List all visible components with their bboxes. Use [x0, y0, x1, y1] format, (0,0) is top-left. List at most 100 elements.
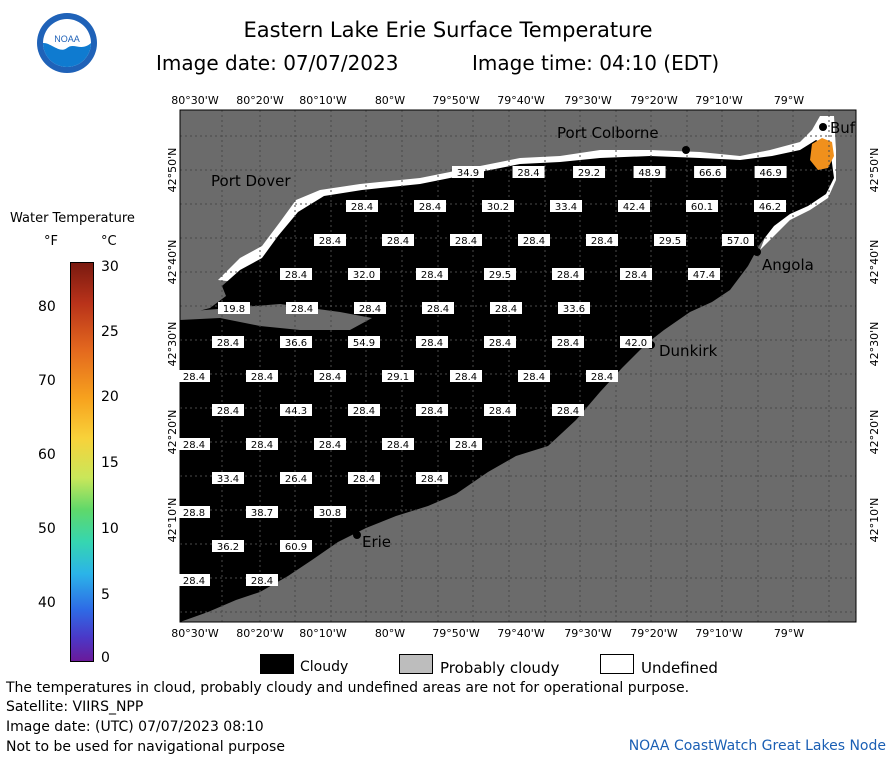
temperature-value-text: 28.4 [251, 372, 273, 383]
temperature-value-text: 28.4 [591, 372, 613, 383]
temperature-value: 28.4 [416, 472, 448, 485]
f-tick: 50 [38, 521, 56, 537]
lon-label: 80°W [375, 94, 405, 107]
probably-cloudy-swatch [399, 654, 433, 674]
temperature-value: 36.2 [212, 540, 244, 553]
temperature-value: 42.0 [620, 336, 652, 349]
temperature-value: 28.4 [286, 302, 318, 315]
temperature-value-text: 66.6 [699, 168, 721, 179]
temperature-value-text: 28.8 [183, 508, 205, 519]
temperature-value-text: 28.4 [591, 236, 613, 247]
temperature-value-text: 46.2 [759, 202, 781, 213]
temperature-value: 29.2 [573, 166, 606, 179]
lon-label: 79°10'W [695, 627, 743, 640]
noaa-logo-text: NOAA [54, 34, 80, 44]
cloudy-area [180, 140, 834, 622]
temperature-value-text: 28.4 [557, 338, 579, 349]
temperature-value-text: 32.0 [353, 270, 375, 281]
f-tick: 60 [38, 447, 56, 463]
temperature-value: 30.2 [482, 200, 514, 213]
temperature-value-text: 28.4 [455, 440, 477, 451]
temperature-value: 32.0 [348, 268, 380, 281]
temperature-value: 46.2 [754, 200, 786, 213]
temperature-value: 28.4 [484, 404, 516, 417]
lat-label: 42°10'N [868, 498, 881, 543]
temperature-value: 28.4 [246, 370, 278, 383]
probably-cloudy-label: Probably cloudy [440, 659, 560, 677]
lon-label: 79°40'W [497, 94, 545, 107]
temperature-value: 42.4 [618, 200, 650, 213]
temperature-value-text: 28.4 [523, 236, 545, 247]
temperature-value: 28.4 [620, 268, 652, 281]
temperature-labels: 34.9 28.4 29.2 48.9 66.6 46.9 28.4 28.4 30.2 33.4… [178, 166, 787, 587]
temperature-value-text: 28.4 [319, 440, 341, 451]
temperature-value: 54.9 [348, 336, 380, 349]
temperature-value-text: 47.4 [693, 270, 715, 281]
temperature-value-text: 28.4 [495, 304, 517, 315]
temperature-value: 36.6 [280, 336, 312, 349]
temperature-value-text: 28.4 [455, 236, 477, 247]
lon-label: 80°30'W [171, 94, 219, 107]
lon-label: 80°10'W [299, 627, 347, 640]
temperature-value: 44.3 [280, 404, 312, 417]
temperature-value: 28.4 [450, 234, 482, 247]
lat-label: 42°40'N [868, 240, 881, 285]
temperature-value-text: 28.4 [217, 406, 239, 417]
legend-unit-f: °F [44, 234, 58, 249]
temperature-value-text: 28.4 [353, 474, 375, 485]
temperature-value: 28.4 [586, 370, 618, 383]
temperature-value: 28.4 [346, 200, 378, 213]
place-dunkirk: Dunkirk [659, 342, 718, 360]
legend-title: Water Temperature [10, 211, 135, 226]
temperature-value-text: 46.9 [759, 168, 781, 179]
temperature-value: 66.6 [694, 166, 727, 179]
temperature-value-text: 36.2 [217, 542, 239, 553]
temperature-value-text: 28.4 [183, 372, 205, 383]
temperature-value-text: 28.4 [517, 168, 539, 179]
temperature-value: 28.4 [552, 336, 584, 349]
temperature-value-text: 28.4 [353, 406, 375, 417]
temperature-value-text: 29.1 [387, 372, 409, 383]
lon-label: 80°10'W [299, 94, 347, 107]
temperature-value: 28.4 [280, 268, 312, 281]
temperature-value: 28.4 [348, 472, 380, 485]
temperature-value: 28.4 [422, 302, 454, 315]
temperature-value: 28.4 [178, 438, 210, 451]
temperature-colorbar [70, 262, 94, 662]
lat-label: 42°30'N [868, 322, 881, 367]
temperature-value: 29.1 [382, 370, 414, 383]
temperature-value-text: 36.6 [285, 338, 307, 349]
temperature-value-text: 28.4 [387, 236, 409, 247]
c-tick: 20 [101, 389, 119, 405]
temperature-value-text: 60.1 [691, 202, 713, 213]
temperature-value: 28.4 [212, 404, 244, 417]
lat-label: 42°20'N [166, 410, 179, 455]
temperature-value-text: 26.4 [285, 474, 307, 485]
lat-label: 42°30'N [166, 322, 179, 367]
temperature-value-text: 48.9 [638, 168, 660, 179]
temperature-value-text: 28.4 [427, 304, 449, 315]
c-tick: 10 [101, 521, 119, 537]
credit-line: NOAA CoastWatch Great Lakes Node [628, 738, 886, 754]
place-port-colborne: Port Colborne [557, 124, 659, 142]
lon-label: 79°50'W [432, 94, 480, 107]
lon-label: 79°30'W [564, 94, 612, 107]
temperature-value-text: 28.4 [319, 372, 341, 383]
temperature-value-text: 38.7 [251, 508, 273, 519]
temperature-value-text: 34.9 [457, 168, 479, 179]
satellite-info: Satellite: VIIRS_NPP [6, 699, 144, 715]
temperature-value-text: 28.4 [523, 372, 545, 383]
f-tick: 70 [38, 373, 56, 389]
cloudy-label: Cloudy [300, 659, 349, 675]
disclaimer-note: The temperatures in cloud, probably clou… [6, 680, 690, 696]
lon-label: 79°20'W [630, 94, 678, 107]
f-tick: 40 [38, 595, 56, 611]
temperature-value-text: 28.4 [351, 202, 373, 213]
temperature-value-text: 29.2 [578, 168, 600, 179]
temperature-value: 28.4 [490, 302, 522, 315]
graticule [180, 110, 856, 622]
temperature-value-text: 28.4 [359, 304, 381, 315]
image-time: Image time: 04:10 (EDT) [472, 51, 720, 75]
warm-water-patch [810, 138, 834, 170]
temperature-value: 28.4 [518, 234, 550, 247]
